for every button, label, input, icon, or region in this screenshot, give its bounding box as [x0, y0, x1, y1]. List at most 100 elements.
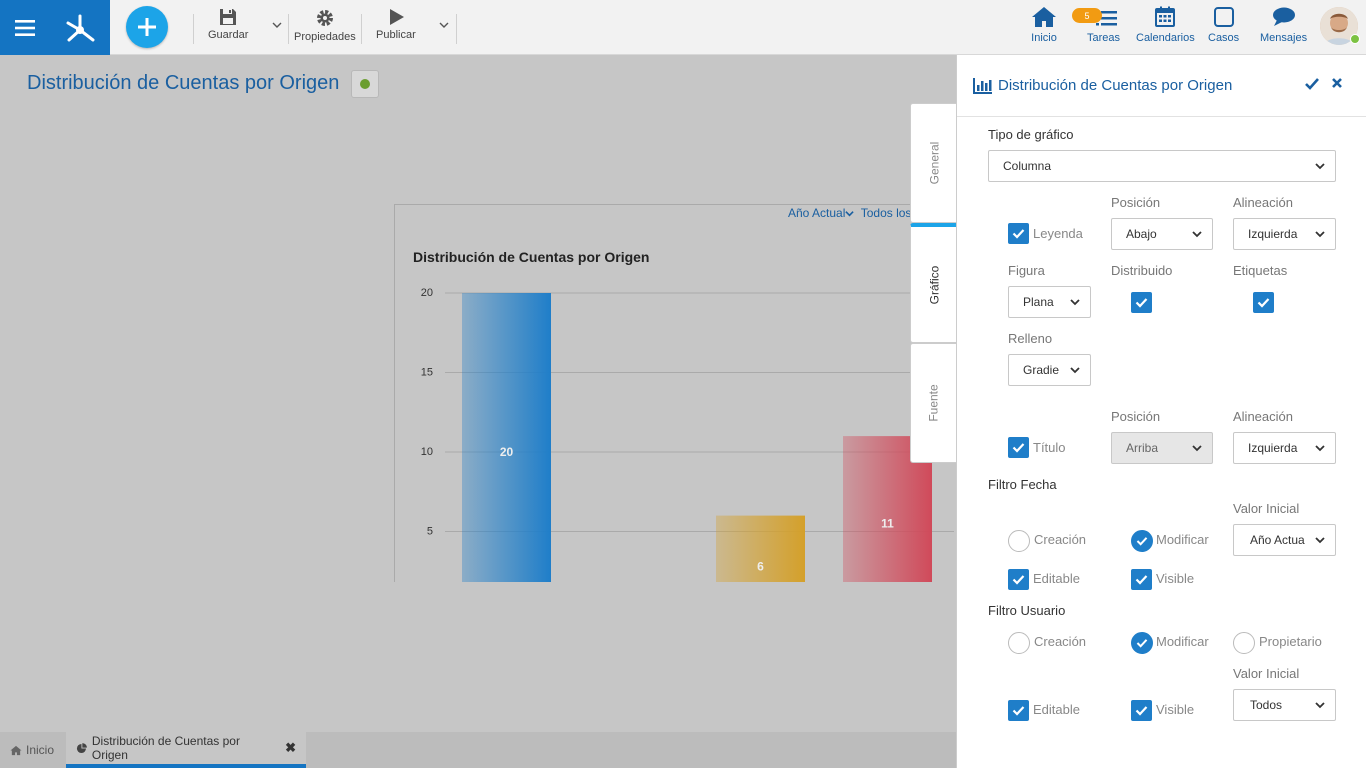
- page-title: Distribución de Cuentas por Origen: [27, 72, 340, 94]
- nav-inicio-label: Inicio: [1031, 32, 1057, 44]
- publish-options-icon[interactable]: [439, 20, 449, 33]
- chevron-down-icon: [1192, 231, 1202, 238]
- legend-alignment-select[interactable]: Izquierda: [1233, 218, 1336, 250]
- properties-button[interactable]: Propiedades: [294, 8, 356, 43]
- fill-select[interactable]: Gradie: [1008, 354, 1091, 386]
- check-icon: [1012, 706, 1025, 716]
- bar[interactable]: [716, 515, 805, 582]
- chevron-down-icon: [1315, 231, 1325, 238]
- tab-current-label: Distribución de Cuentas por Origen: [91, 734, 240, 762]
- date-initial-value: Año Actua: [1250, 533, 1305, 547]
- period-filter[interactable]: Año Actual: [788, 206, 855, 220]
- panel-title-text: Distribución de Cuentas por Origen: [998, 77, 1233, 94]
- nav-tareas[interactable]: Tareas: [1087, 6, 1120, 44]
- chart: Distribución de Cuentas por Origen 20 15 10…: [413, 249, 954, 582]
- chart-type-select[interactable]: Columna: [988, 150, 1336, 182]
- nav-mensajes[interactable]: Mensajes: [1260, 6, 1307, 44]
- chevron-down-icon: [1315, 537, 1325, 544]
- cases-icon: [1213, 7, 1234, 27]
- confirm-icon[interactable]: [1305, 77, 1319, 94]
- save-button[interactable]: Guardar: [208, 8, 248, 41]
- status-dot-icon: [360, 79, 370, 89]
- check-icon: [1136, 639, 1148, 648]
- title-alignment-select[interactable]: Izquierda: [1233, 432, 1336, 464]
- user-owner-radio[interactable]: [1233, 632, 1255, 654]
- tab-current-chart[interactable]: Distribución de Cuentas por Origen ✖: [66, 732, 306, 768]
- tab-grafico[interactable]: Gráfico: [910, 223, 957, 343]
- date-creation-radio[interactable]: [1008, 530, 1030, 552]
- tab-fuente[interactable]: Fuente: [910, 343, 957, 463]
- date-initial-value-select[interactable]: Año Actua: [1233, 524, 1336, 556]
- nav-tareas-label: Tareas: [1087, 32, 1121, 44]
- legend-checkbox[interactable]: [1008, 223, 1029, 244]
- date-visible-label: Visible: [1156, 571, 1195, 586]
- chart-properties-panel: Distribución de Cuentas por Origen Tipo …: [956, 55, 1366, 768]
- chevron-down-icon: [1315, 445, 1325, 452]
- close-icon[interactable]: [1331, 76, 1343, 94]
- title-position-value: Arriba: [1126, 441, 1159, 455]
- panel-vertical-tabs: General Gráfico Fuente: [910, 103, 957, 463]
- user-visible-checkbox[interactable]: [1131, 700, 1152, 721]
- check-icon: [1136, 537, 1148, 546]
- distributed-checkbox[interactable]: [1131, 292, 1152, 313]
- legend-position-label: Posición: [1111, 195, 1161, 210]
- user-filter[interactable]: Todos los: [860, 206, 912, 220]
- panel-divider: [957, 116, 1366, 117]
- toolbar-divider: [456, 14, 457, 44]
- online-status-icon: [1350, 34, 1360, 44]
- date-modify-radio[interactable]: [1131, 530, 1153, 552]
- close-tab-icon[interactable]: ✖: [285, 740, 296, 755]
- date-modify-label: Modificar: [1156, 532, 1209, 547]
- menu-icon[interactable]: [0, 0, 50, 55]
- bar-data-label: 20: [500, 445, 514, 459]
- save-options-icon[interactable]: [272, 20, 282, 33]
- date-editable-label: Editable: [1033, 571, 1080, 586]
- top-bar: Guardar Propiedades Publicar Inicio Tare…: [0, 0, 1366, 55]
- tab-fuente-label: Fuente: [926, 384, 941, 422]
- labels-checkbox[interactable]: [1253, 292, 1274, 313]
- home-icon: [10, 745, 22, 755]
- publish-button[interactable]: Publicar: [376, 8, 416, 41]
- user-creation-radio[interactable]: [1008, 632, 1030, 654]
- user-modify-radio[interactable]: [1131, 632, 1153, 654]
- date-editable-checkbox[interactable]: [1008, 569, 1029, 590]
- check-icon: [1012, 443, 1025, 453]
- chevron-down-icon: [1315, 702, 1325, 709]
- title-alignment-value: Izquierda: [1248, 441, 1298, 455]
- y-tick-label: 20: [421, 287, 433, 299]
- nav-casos[interactable]: Casos: [1208, 6, 1239, 44]
- chart-title: Distribución de Cuentas por Origen: [413, 249, 649, 265]
- bottom-tab-bar: Inicio Distribución de Cuentas por Orige…: [0, 732, 956, 768]
- bar[interactable]: [462, 293, 551, 582]
- legend-position-select[interactable]: Abajo: [1111, 218, 1213, 250]
- tab-general[interactable]: General: [910, 103, 957, 223]
- legend-label: Leyenda: [1033, 226, 1083, 241]
- toolbar-divider: [193, 14, 194, 44]
- check-icon: [1135, 575, 1148, 585]
- fill-label: Relleno: [1008, 331, 1053, 346]
- legend-alignment-label: Alineación: [1233, 195, 1293, 210]
- nav-inicio[interactable]: Inicio: [1031, 6, 1057, 44]
- save-icon: [220, 9, 237, 25]
- user-initial-value-select[interactable]: Todos: [1233, 689, 1336, 721]
- logo-icon[interactable]: [50, 0, 110, 55]
- nav-mensajes-label: Mensajes: [1260, 32, 1308, 44]
- date-visible-checkbox[interactable]: [1131, 569, 1152, 590]
- save-label: Guardar: [208, 29, 249, 41]
- status-button[interactable]: [351, 70, 379, 98]
- user-editable-checkbox[interactable]: [1008, 700, 1029, 721]
- tab-inicio[interactable]: Inicio: [0, 732, 64, 768]
- chevron-down-icon: [845, 211, 855, 217]
- tab-general-label: General: [926, 141, 941, 185]
- home-icon: [1032, 7, 1056, 27]
- add-button[interactable]: [126, 6, 168, 48]
- figure-select[interactable]: Plana: [1008, 286, 1091, 318]
- chevron-down-icon: [1070, 299, 1080, 306]
- title-checkbox[interactable]: [1008, 437, 1029, 458]
- title-position-select[interactable]: Arriba: [1111, 432, 1213, 464]
- toolbar-divider: [288, 14, 289, 44]
- nav-calendarios[interactable]: Calendarios: [1136, 6, 1195, 44]
- period-filter-value: Año Actual: [788, 206, 846, 220]
- figure-label: Figura: [1008, 263, 1045, 278]
- figure-value: Plana: [1023, 295, 1054, 309]
